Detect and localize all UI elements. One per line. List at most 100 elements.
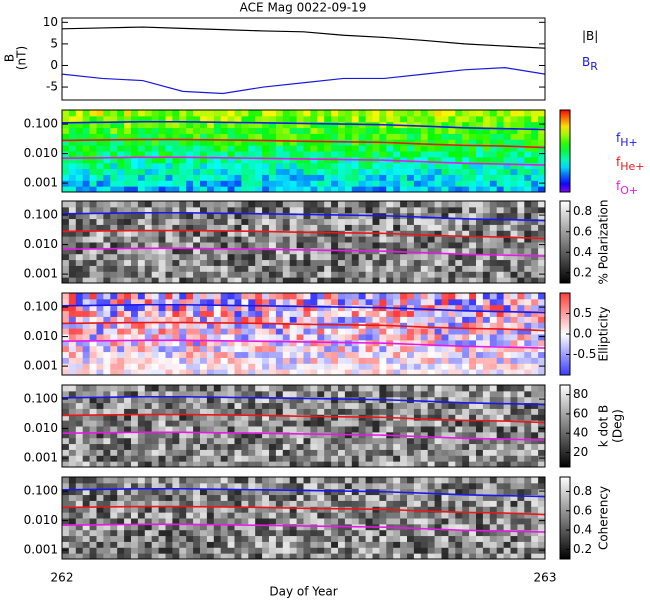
spectrogram-cell [324,151,331,157]
spectrogram-cell [448,444,455,450]
spectrogram-cell [304,408,311,414]
spectrogram-cell [531,426,538,432]
spectrogram-cell [442,242,449,248]
spectrogram-cell [317,524,324,530]
spectrogram-cell [131,536,138,542]
spectrogram-cell [469,151,476,157]
spectrogram-cell [90,530,97,536]
spectrogram-cell [435,363,442,369]
spectrogram-cell [90,391,97,397]
spectrogram-cell [90,518,97,524]
spectrogram-cell [517,340,524,346]
spectrogram-cell [310,547,317,553]
spectrogram-cell [90,254,97,260]
spectrogram-cell [359,547,366,553]
spectrogram-cell [359,357,366,363]
spectrogram-cell [476,547,483,553]
spectrogram-cell [262,145,269,151]
spectrogram-cell [379,426,386,432]
spectrogram-cell [152,495,159,501]
spectrogram-cell [103,311,110,317]
spectrogram-cell [414,357,421,363]
spectrogram-cell [214,455,221,461]
spectrogram-cell [324,547,331,553]
spectrogram-cell [269,495,276,501]
spectrogram-cell [331,420,338,426]
spectrogram-cell [345,207,352,213]
spectrogram-cell [324,357,331,363]
spectrogram-cell [241,293,248,299]
spectrogram-cell [331,299,338,305]
colorbar-tick-label: 0.8 [573,204,592,218]
spectrogram-cell [338,128,345,134]
spectrogram-cell [76,224,83,230]
spectrogram-cell [304,163,311,169]
spectrogram-cell [448,236,455,242]
spectrogram-cell [504,110,511,116]
spectrogram-cell [276,426,283,432]
spectrogram-cell [407,444,414,450]
spectrogram-cell [131,512,138,518]
spectrogram-cell [235,536,242,542]
spectrogram-cell [379,151,386,157]
spectrogram-cell [228,201,235,207]
spectrogram-cell [186,163,193,169]
spectrogram-cell [69,316,76,322]
spectrogram-cell [511,157,518,163]
spectrogram-cell [269,163,276,169]
spectrogram-cell [345,408,352,414]
spectrogram-cell [152,518,159,524]
spectrogram-cell [304,110,311,116]
spectrogram-cell [186,449,193,455]
spectrogram-cell [276,260,283,266]
spectrogram-cell [235,334,242,340]
spectrogram-cell [511,265,518,271]
spectrogram-cell [255,316,262,322]
spectrogram-cell [131,444,138,450]
spectrogram-cell [407,133,414,139]
spectrogram-cell [407,254,414,260]
spectrogram-cell [538,116,545,122]
spectrogram-cell [442,391,449,397]
spectrogram-cell [228,151,235,157]
spectrogram-cell [462,449,469,455]
spectrogram-cell [152,128,159,134]
spectrogram-cell [504,157,511,163]
spectrogram-cell [407,385,414,391]
spectrogram-cell [373,352,380,358]
spectrogram-cell [442,271,449,277]
spectrogram-cell [228,357,235,363]
spectrogram-cell [207,352,214,358]
spectrogram-cell [131,260,138,266]
spectrogram-cell [483,340,490,346]
spectrogram-cell [83,438,90,444]
spectrogram-cell [317,506,324,512]
spectrogram-cell [62,201,69,207]
spectrogram-cell [221,201,228,207]
spectrogram-cell [152,385,159,391]
spectrogram-cell [83,180,90,186]
spectrogram-cell [373,224,380,230]
spectrogram-cell [324,201,331,207]
spectrogram-cell [276,207,283,213]
spectrogram-cell [331,133,338,139]
spectrogram-cell [283,483,290,489]
spectrogram-cell [304,293,311,299]
spectrogram-cell [331,271,338,277]
spectrogram-cell [462,133,469,139]
spectrogram-cell [276,265,283,271]
spectrogram-cell [511,408,518,414]
spectrogram-cell [407,403,414,409]
spectrogram-cell [504,242,511,248]
spectrogram-cell [117,201,124,207]
spectrogram-cell [428,116,435,122]
spectrogram-cell [448,133,455,139]
spectrogram-cell [166,477,173,483]
spectrogram-cell [538,293,545,299]
spectrogram-cell [373,536,380,542]
spectrogram-cell [497,455,504,461]
spectrogram-cell [83,236,90,242]
spectrogram-cell [310,174,317,180]
spectrogram-cell [235,328,242,334]
spectrogram-cell [497,110,504,116]
